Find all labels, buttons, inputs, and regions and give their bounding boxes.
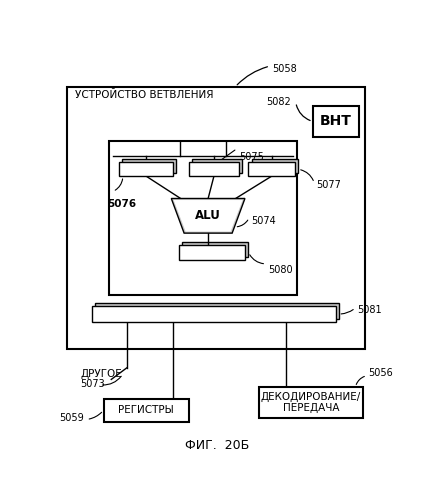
FancyBboxPatch shape [189,162,239,176]
Text: 5076: 5076 [108,199,136,209]
FancyBboxPatch shape [182,242,248,257]
Text: ДЕКОДИРОВАНИЕ/
ПЕРЕДАЧА: ДЕКОДИРОВАНИЕ/ ПЕРЕДАЧА [261,392,361,413]
FancyBboxPatch shape [92,306,336,322]
FancyBboxPatch shape [95,303,339,318]
Text: 5077: 5077 [316,180,341,190]
Text: 5080: 5080 [268,265,292,275]
FancyBboxPatch shape [313,106,359,137]
Text: УСТРОЙСТВО ВЕТВЛЕНИЯ: УСТРОЙСТВО ВЕТВЛЕНИЯ [75,89,213,99]
Text: ВНТ: ВНТ [320,114,352,128]
FancyBboxPatch shape [119,162,173,176]
FancyBboxPatch shape [122,159,176,173]
Text: ДРУГОЕ: ДРУГОЕ [80,369,122,379]
Text: 5081: 5081 [357,305,382,315]
Text: 5073: 5073 [80,379,105,389]
FancyBboxPatch shape [249,162,295,176]
Text: 5074: 5074 [251,216,275,226]
Text: 5059: 5059 [60,413,84,423]
FancyBboxPatch shape [252,159,298,173]
FancyBboxPatch shape [109,141,297,295]
FancyBboxPatch shape [178,245,244,260]
FancyBboxPatch shape [258,387,363,418]
FancyBboxPatch shape [192,159,242,173]
FancyBboxPatch shape [67,87,365,349]
Text: 5082: 5082 [266,97,291,107]
Text: ФИГ.  20Б: ФИГ. 20Б [185,439,249,452]
Text: РЕГИСТРЫ: РЕГИСТРЫ [118,405,174,415]
Polygon shape [174,200,243,232]
Text: 5058: 5058 [272,64,297,74]
Text: ALU: ALU [195,209,221,223]
FancyBboxPatch shape [104,399,189,422]
Text: 5075: 5075 [239,152,264,162]
Text: 5056: 5056 [368,368,393,378]
Polygon shape [171,199,245,233]
